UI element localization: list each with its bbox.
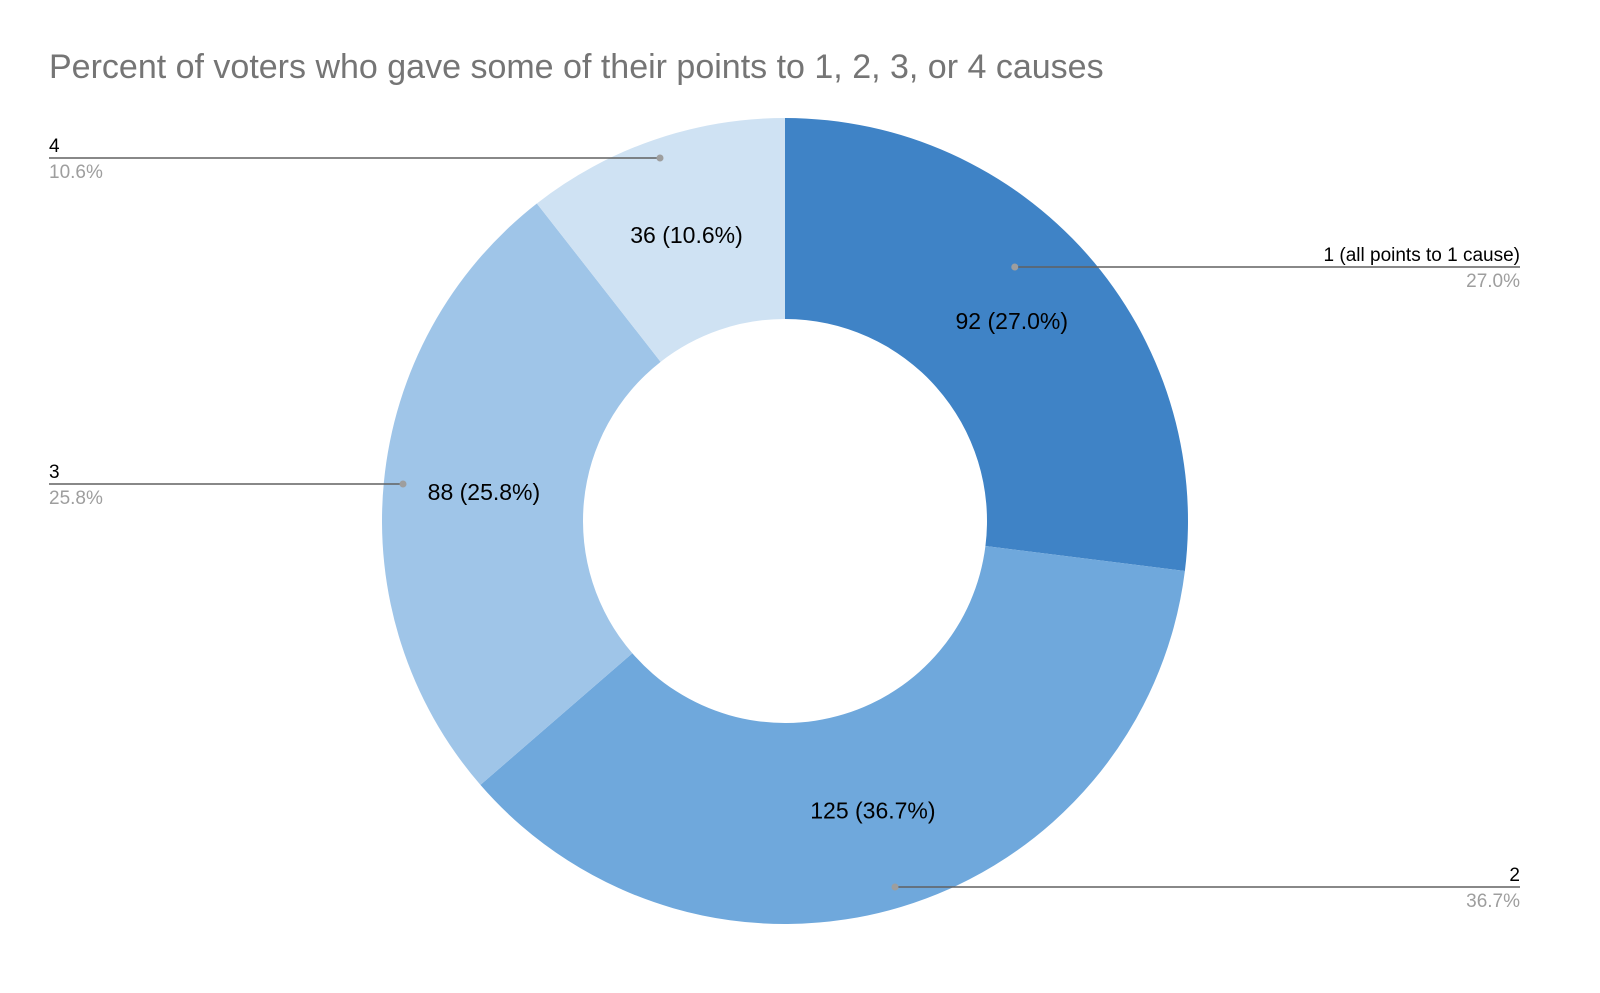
slice-value-label: 125 (36.7%)	[810, 797, 935, 823]
callout-category-label: 4	[49, 136, 60, 157]
callout-percent-label: 36.7%	[1466, 891, 1520, 912]
slice-value-label: 88 (25.8%)	[428, 479, 541, 505]
callout-anchor-dot	[891, 883, 899, 891]
callout-percent-label: 10.6%	[49, 162, 103, 183]
donut-slice	[480, 546, 1185, 924]
callout-percent-label: 27.0%	[1466, 271, 1520, 292]
slices	[382, 118, 1188, 924]
callout-category-label: 2	[1509, 865, 1520, 886]
callout-percent-label: 25.8%	[49, 488, 103, 509]
slice-labels: 92 (27.0%) 125 (36.7%) 88 (25.8%) 36 (10.6%…	[428, 222, 1068, 823]
callout-category-label: 1 (all points to 1 cause)	[1324, 245, 1520, 266]
callout-anchor-dot	[399, 480, 407, 488]
chart-title: Percent of voters who gave some of their…	[49, 48, 1104, 86]
callout-category-label: 3	[49, 462, 60, 483]
slice-value-label: 36 (10.6%)	[630, 222, 743, 248]
donut-slice	[536, 118, 785, 362]
donut-slice	[785, 118, 1188, 571]
callout-anchor-dot	[656, 154, 664, 162]
slice-value-label: 92 (27.0%)	[956, 308, 1069, 334]
donut-slice	[382, 203, 661, 785]
callouts: 1 (all points to 1 cause) 27.0% 2 36.7% 3 25.…	[49, 136, 1520, 912]
callout-anchor-dot	[1011, 263, 1019, 271]
